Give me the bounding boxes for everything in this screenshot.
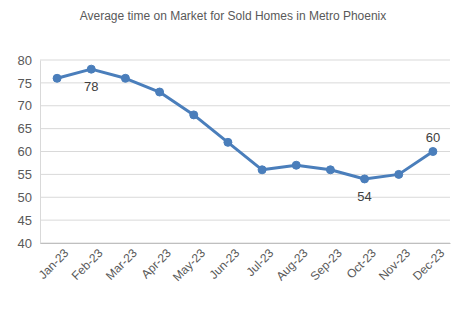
data-label: 78 (84, 79, 98, 94)
marker (190, 111, 198, 119)
x-tick-label: Oct-23 (344, 246, 380, 282)
x-tick-label: Jun-23 (206, 246, 242, 282)
y-tick: 55 (18, 167, 40, 182)
grid-line (40, 82, 450, 83)
x-tick: Sep-23 (308, 243, 345, 283)
grid-line (40, 128, 450, 129)
x-tick: Feb-23 (69, 243, 106, 283)
x-tick-label: Sep-23 (308, 246, 345, 283)
x-tick: Mar-23 (103, 243, 140, 283)
x-tick-label: Aug-23 (273, 246, 310, 283)
marker (121, 74, 129, 82)
y-tick-label: 80 (18, 53, 32, 68)
line (57, 69, 433, 179)
marker (395, 170, 403, 178)
y-tick: 50 (18, 190, 40, 205)
y-tick-label: 60 (18, 144, 32, 159)
marker (326, 166, 334, 174)
grid-line (40, 243, 450, 244)
x-tick: Jan-23 (36, 243, 72, 282)
y-tick: 70 (18, 98, 40, 113)
y-tick: 60 (18, 144, 40, 159)
x-tick: Nov-23 (376, 243, 413, 283)
data-labels: 78 54 60 (84, 79, 440, 204)
plot-area (53, 65, 437, 183)
x-tick: Oct-23 (344, 243, 380, 281)
x-tick: May-23 (170, 243, 208, 284)
marker (53, 74, 61, 82)
marker (258, 166, 266, 174)
x-tick-label: Mar-23 (103, 246, 140, 283)
y-tick: 75 (18, 76, 40, 91)
x-axis: Jan-23Feb-23Mar-23Apr-23May-23Jun-23Jul-… (36, 243, 451, 284)
x-tick-label: Feb-23 (69, 246, 106, 283)
grid-line (40, 105, 450, 106)
title: Average time on Market for Sold Homes in… (80, 9, 387, 23)
y-axis: 40 45 50 55 60 65 70 75 80 (18, 53, 41, 251)
y-tick-label: 55 (18, 167, 32, 182)
grid-line (40, 220, 450, 221)
x-tick-label: Jan-23 (36, 246, 72, 282)
y-axis-line (40, 61, 41, 244)
y-tick-label: 40 (18, 236, 32, 251)
grid-line (40, 197, 450, 198)
chart: Average time on Market for Sold Homes in… (0, 0, 466, 311)
y-tick: 65 (18, 121, 40, 136)
x-tick-label: Nov-23 (376, 246, 413, 283)
marker (156, 88, 164, 96)
grid-line (40, 60, 450, 61)
x-tick-label: May-23 (170, 246, 208, 284)
marker (224, 138, 232, 146)
y-tick: 40 (18, 236, 40, 251)
x-axis-line (41, 243, 451, 244)
marker (429, 148, 437, 156)
y-tick: 45 (18, 213, 40, 228)
x-tick: Jul-23 (243, 243, 276, 279)
data-label: 54 (357, 189, 371, 204)
marker (87, 65, 95, 73)
x-tick: Aug-23 (273, 243, 310, 283)
data-label: 60 (426, 130, 440, 145)
y-tick-label: 70 (18, 98, 32, 113)
marker (292, 161, 300, 169)
x-tick-label: Dec-23 (410, 246, 447, 283)
y-tick-label: 45 (18, 213, 32, 228)
x-tick: Jun-23 (206, 243, 242, 282)
grid (40, 60, 450, 243)
x-tick-label: Jul-23 (243, 246, 276, 279)
grid-line (40, 151, 450, 152)
x-tick: Apr-23 (139, 243, 175, 281)
y-tick-label: 65 (18, 121, 32, 136)
y-tick-label: 50 (18, 190, 32, 205)
y-tick: 80 (18, 53, 40, 68)
x-tick-label: Apr-23 (139, 246, 175, 282)
y-tick-label: 75 (18, 76, 32, 91)
marker (361, 175, 369, 183)
x-tick: Dec-23 (410, 243, 447, 283)
